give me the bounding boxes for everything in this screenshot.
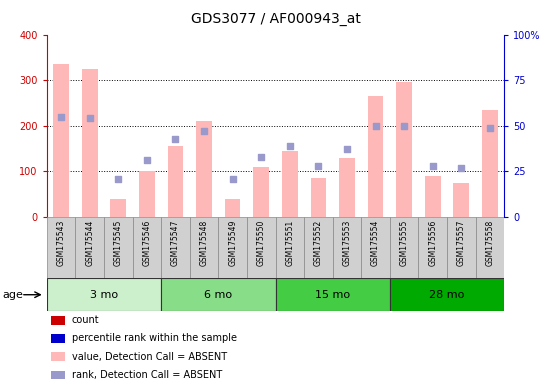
Text: percentile rank within the sample: percentile rank within the sample <box>72 333 237 343</box>
Point <box>85 116 94 122</box>
Bar <box>53 64 69 217</box>
Point <box>114 175 123 182</box>
Bar <box>368 96 383 217</box>
Point <box>143 157 152 164</box>
Bar <box>482 110 498 217</box>
Bar <box>47 217 75 278</box>
Point <box>57 114 66 120</box>
Text: 15 mo: 15 mo <box>315 290 350 300</box>
Point <box>343 146 352 152</box>
Bar <box>390 217 418 278</box>
Bar <box>47 278 161 311</box>
Bar <box>51 334 65 343</box>
Text: GSM175555: GSM175555 <box>399 220 409 266</box>
Bar <box>139 171 155 217</box>
Point <box>228 175 237 182</box>
Bar <box>51 371 65 379</box>
Bar <box>225 199 240 217</box>
Text: rank, Detection Call = ABSENT: rank, Detection Call = ABSENT <box>72 370 222 380</box>
Text: age: age <box>3 290 24 300</box>
Text: 6 mo: 6 mo <box>204 290 233 300</box>
Bar <box>133 217 161 278</box>
Text: GSM175545: GSM175545 <box>114 220 123 266</box>
Text: GDS3077 / AF000943_at: GDS3077 / AF000943_at <box>191 12 360 25</box>
Bar <box>418 217 447 278</box>
Text: GSM175543: GSM175543 <box>57 220 66 266</box>
Point <box>428 163 437 169</box>
Text: 3 mo: 3 mo <box>90 290 118 300</box>
Bar <box>447 217 476 278</box>
Bar <box>361 217 390 278</box>
Bar <box>333 217 361 278</box>
Point <box>257 154 266 160</box>
Point <box>399 123 408 129</box>
Text: GSM175544: GSM175544 <box>85 220 94 266</box>
Bar <box>104 217 133 278</box>
Text: GSM175548: GSM175548 <box>199 220 208 266</box>
Bar <box>82 69 98 217</box>
Text: GSM175553: GSM175553 <box>343 220 352 266</box>
Bar <box>396 83 412 217</box>
Point <box>314 163 323 169</box>
Text: 28 mo: 28 mo <box>429 290 464 300</box>
Point <box>457 165 466 171</box>
Bar <box>425 176 441 217</box>
Text: GSM175549: GSM175549 <box>228 220 237 266</box>
Text: GSM175552: GSM175552 <box>314 220 323 266</box>
Bar <box>247 217 276 278</box>
Point <box>199 128 208 134</box>
Bar <box>51 316 65 324</box>
Bar <box>476 217 504 278</box>
Bar <box>339 158 355 217</box>
Text: GSM175554: GSM175554 <box>371 220 380 266</box>
Text: GSM175558: GSM175558 <box>485 220 494 266</box>
Bar <box>453 183 469 217</box>
Bar <box>276 278 390 311</box>
Bar <box>282 151 298 217</box>
Bar <box>196 121 212 217</box>
Bar <box>253 167 269 217</box>
Point <box>485 124 494 131</box>
Bar <box>218 217 247 278</box>
Bar <box>190 217 218 278</box>
Bar <box>75 217 104 278</box>
Bar <box>161 278 276 311</box>
Point <box>171 136 180 142</box>
Text: count: count <box>72 315 100 325</box>
Bar <box>390 278 504 311</box>
Text: GSM175550: GSM175550 <box>257 220 266 266</box>
Bar <box>161 217 190 278</box>
Text: GSM175546: GSM175546 <box>142 220 152 266</box>
Point <box>285 143 294 149</box>
Bar <box>311 178 326 217</box>
Bar <box>51 352 65 361</box>
Bar <box>110 199 126 217</box>
Bar <box>276 217 304 278</box>
Point <box>371 123 380 129</box>
Text: GSM175551: GSM175551 <box>285 220 294 266</box>
Text: GSM175547: GSM175547 <box>171 220 180 266</box>
Text: GSM175556: GSM175556 <box>428 220 437 266</box>
Text: GSM175557: GSM175557 <box>457 220 466 266</box>
Text: value, Detection Call = ABSENT: value, Detection Call = ABSENT <box>72 352 227 362</box>
Bar <box>168 146 183 217</box>
Bar <box>304 217 333 278</box>
